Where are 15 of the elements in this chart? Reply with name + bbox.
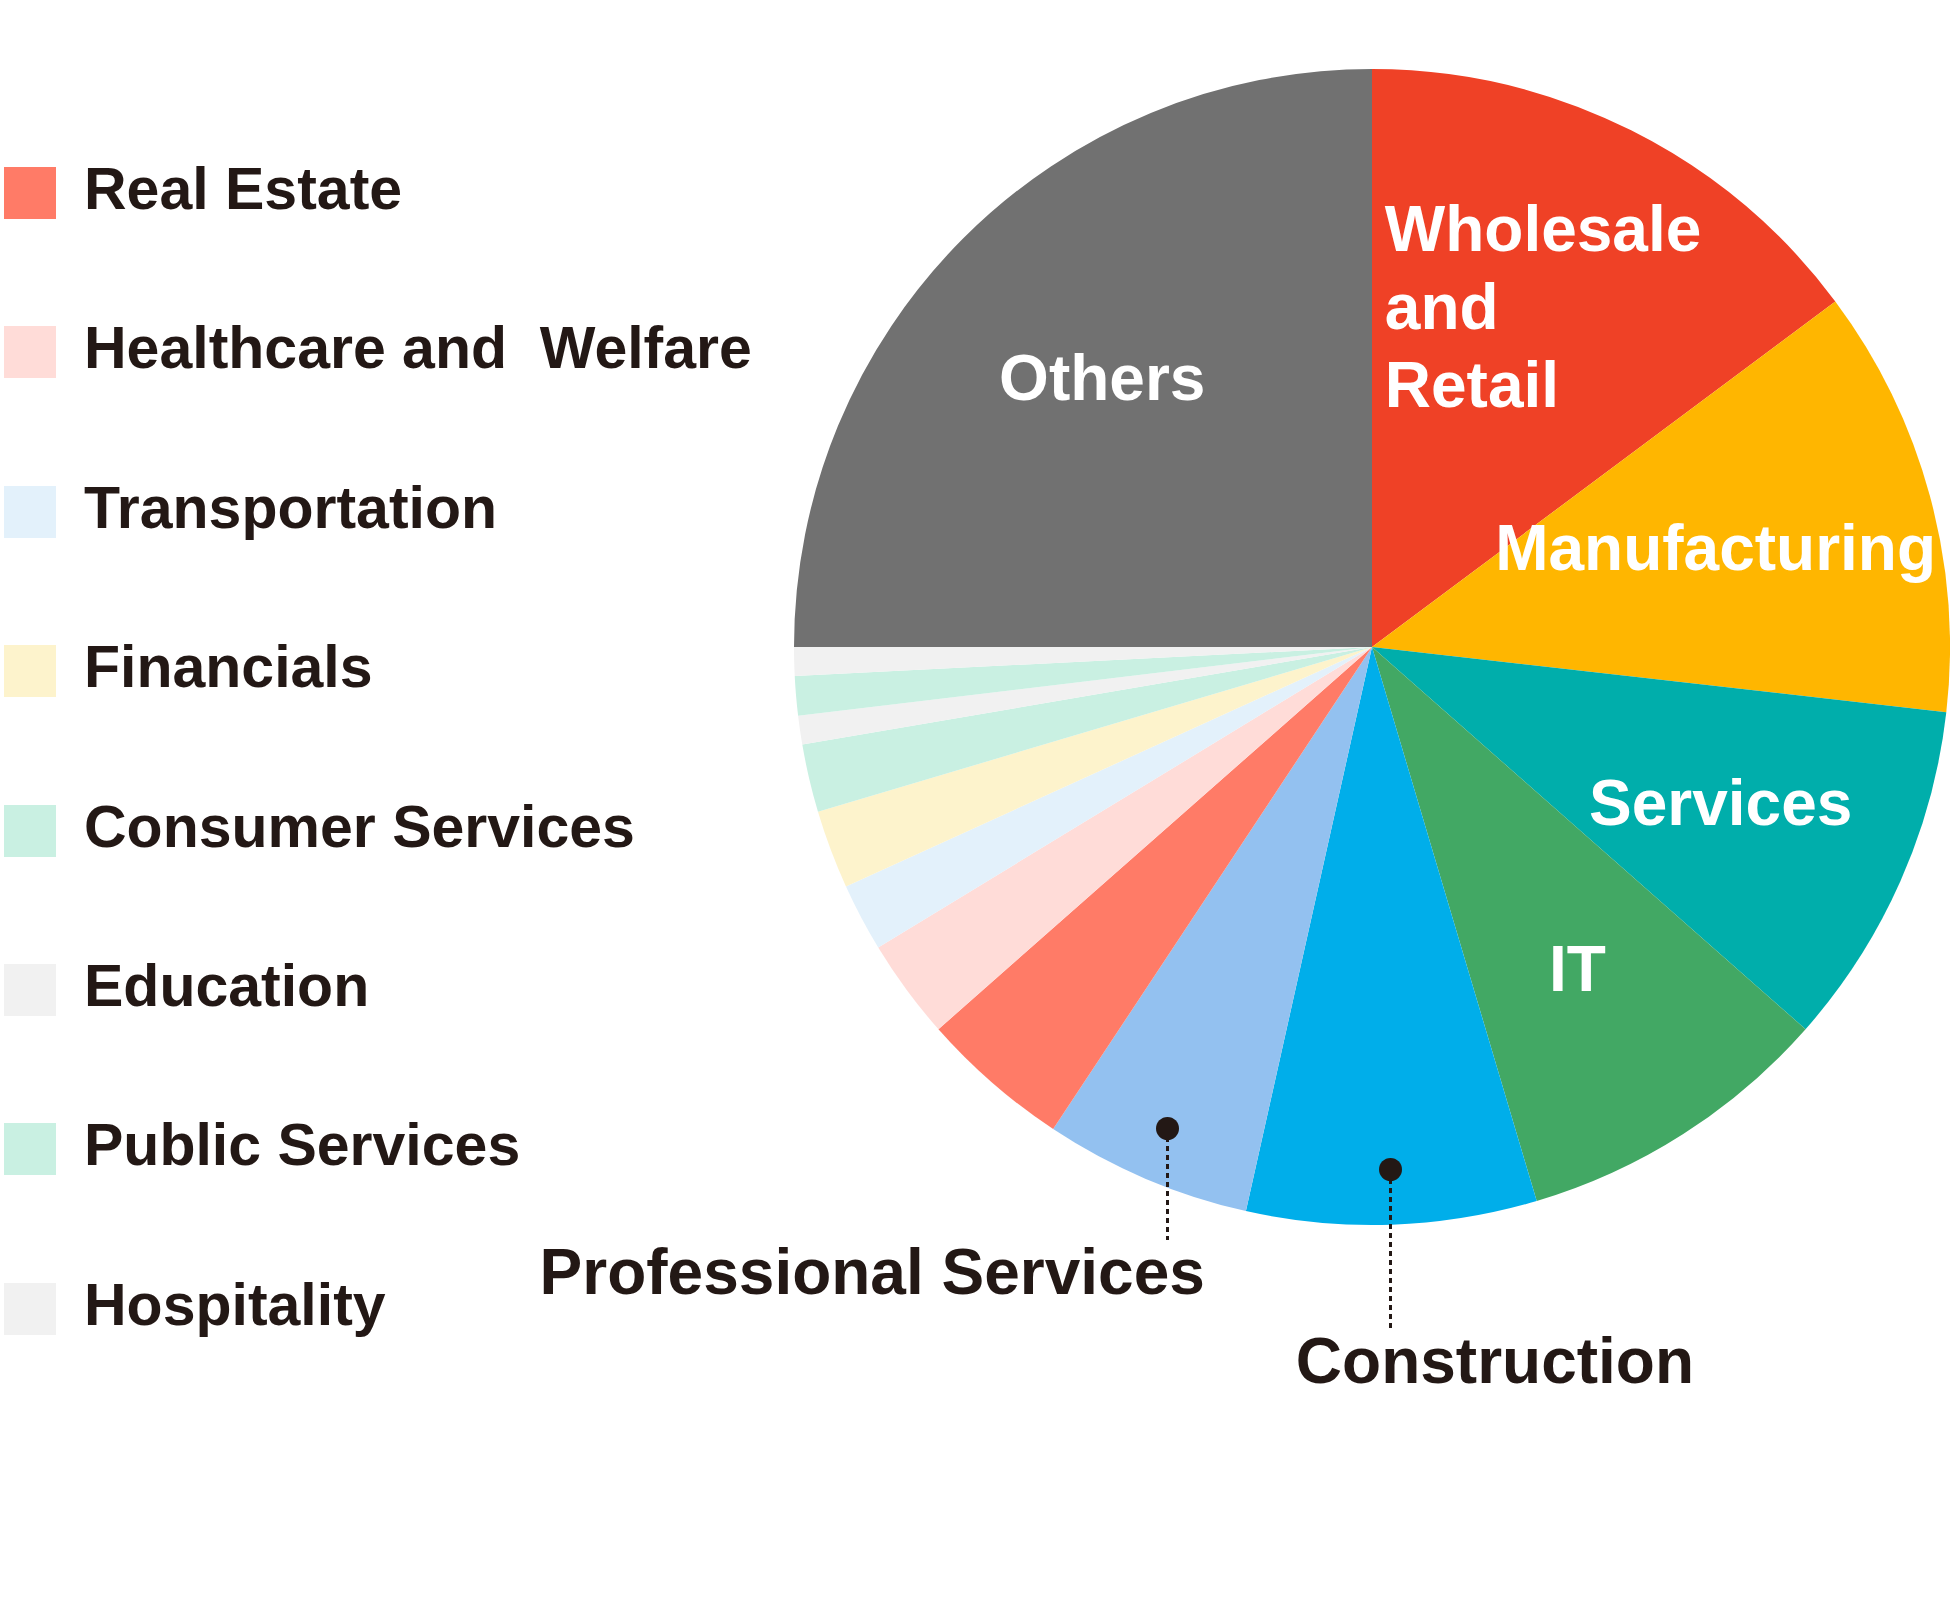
slice-label: Manufacturing — [1495, 512, 1936, 585]
slice-label: Wholesale and Retail — [1384, 193, 1702, 422]
legend-label: Public Services — [84, 1112, 521, 1179]
slice-label: Professional Services — [539, 1236, 1205, 1309]
legend-label: Real Estate — [84, 156, 403, 222]
legend-label: Healthcare and Welfare — [84, 315, 752, 382]
slice-label: Construction — [1295, 1324, 1695, 1397]
legend-label: Transportation — [84, 474, 498, 541]
legend-label: Consumer Services — [84, 793, 635, 860]
slice-label: IT — [1548, 933, 1606, 1006]
legend-label: Financials — [84, 634, 373, 701]
slice-label: Services — [1588, 766, 1853, 839]
legend-label: Hospitality — [84, 1271, 386, 1338]
legend-label: Education — [84, 953, 370, 1019]
slice-label: Others — [999, 342, 1206, 415]
